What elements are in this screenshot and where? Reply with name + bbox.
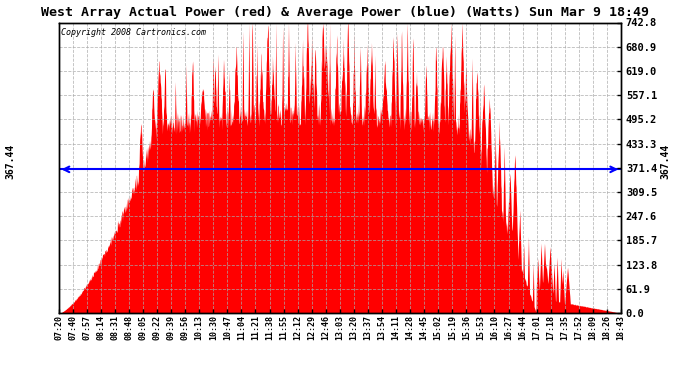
Text: 367.44: 367.44: [6, 144, 15, 179]
Text: Copyright 2008 Cartronics.com: Copyright 2008 Cartronics.com: [61, 28, 206, 38]
Text: West Array Actual Power (red) & Average Power (blue) (Watts) Sun Mar 9 18:49: West Array Actual Power (red) & Average …: [41, 6, 649, 19]
Text: 367.44: 367.44: [661, 144, 671, 179]
